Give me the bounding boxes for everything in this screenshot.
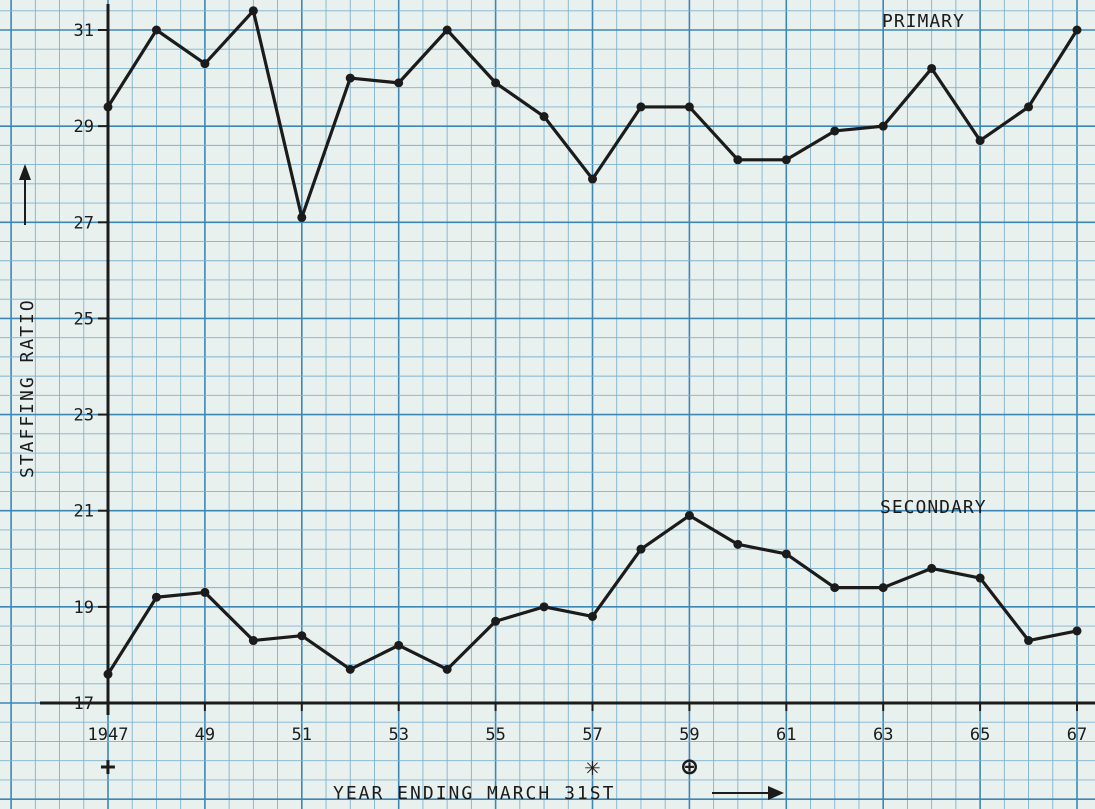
data-point-secondary <box>781 549 791 559</box>
data-point-primary <box>588 174 597 184</box>
data-point-secondary <box>297 631 307 641</box>
data-point-primary <box>684 102 694 112</box>
y-tick-label: 23 <box>74 406 94 426</box>
x-tick-label: 55 <box>485 725 505 745</box>
labels: PRIMARY SECONDARY YEAR ENDING MARCH 31ST… <box>17 11 987 804</box>
y-tick-label: 17 <box>74 694 94 714</box>
data-point-primary <box>927 63 937 73</box>
x-tick-label: 57 <box>582 725 602 745</box>
data-point-secondary <box>1024 636 1034 646</box>
data-point-primary <box>830 126 840 136</box>
x-tick-label: 63 <box>873 725 893 745</box>
data-point-secondary <box>151 592 161 602</box>
year-marker: ⊕ <box>682 752 698 782</box>
x-tick-label: 1947 <box>88 725 129 745</box>
data-point-primary <box>878 121 888 131</box>
y-tick-label: 21 <box>74 502 94 522</box>
y-tick-label: 27 <box>74 213 94 233</box>
data-point-primary <box>781 155 791 165</box>
data-point-secondary <box>636 544 646 554</box>
data-point-secondary <box>830 583 840 593</box>
series-primary <box>103 6 1082 222</box>
data-point-primary <box>733 155 743 165</box>
data-point-primary <box>248 6 258 16</box>
data-point-secondary <box>491 616 501 626</box>
data-point-primary <box>103 102 113 112</box>
axes <box>40 4 1095 715</box>
data-point-primary <box>636 102 646 112</box>
data-point-primary <box>200 59 210 69</box>
series-label-secondary: SECONDARY <box>880 497 987 518</box>
data-point-primary <box>151 25 161 35</box>
y-axis-arrow <box>19 164 31 225</box>
x-axis-title: YEAR ENDING MARCH 31ST <box>333 783 615 804</box>
data-point-primary <box>442 25 452 35</box>
data-point-secondary <box>1072 626 1082 636</box>
data-point-secondary <box>345 664 355 674</box>
data-point-primary <box>394 78 404 88</box>
data-point-primary <box>1072 25 1082 35</box>
data-point-secondary <box>248 636 258 646</box>
x-tick-label: 67 <box>1067 725 1087 745</box>
y-tick-label: 25 <box>74 309 94 329</box>
x-tick-label: 61 <box>776 725 796 745</box>
data-point-secondary <box>394 640 404 650</box>
data-point-secondary <box>588 611 597 621</box>
tick-labels: 1947 49 51 53 55 57 59 61 63 65 67 17 19 21 23 25 27 29 31 <box>74 21 1088 745</box>
data-point-primary <box>539 112 549 122</box>
y-tick-label: 19 <box>74 598 94 618</box>
series <box>103 6 1082 679</box>
data-point-secondary <box>975 573 985 583</box>
y-tick-label: 29 <box>74 117 94 137</box>
x-tick-label: 51 <box>292 725 312 745</box>
data-point-secondary <box>539 602 549 612</box>
year-markers: + ✳ ⊕ <box>100 752 697 782</box>
y-axis-title: STAFFING RATIO <box>17 298 38 478</box>
data-point-primary <box>975 136 985 146</box>
series-label-primary: PRIMARY <box>882 11 965 32</box>
data-point-primary <box>491 78 501 88</box>
x-tick-label: 53 <box>388 725 408 745</box>
data-point-secondary <box>684 511 694 521</box>
series-secondary <box>103 511 1082 679</box>
year-marker: + <box>100 752 116 782</box>
data-point-secondary <box>878 583 888 593</box>
y-tick-label: 31 <box>74 21 94 41</box>
data-point-secondary <box>442 664 452 674</box>
x-tick-label: 59 <box>679 725 699 745</box>
x-axis-arrow <box>712 786 784 800</box>
data-point-secondary <box>200 587 210 597</box>
data-point-secondary <box>733 539 743 549</box>
data-point-primary <box>297 212 307 222</box>
year-marker: ✳ <box>585 752 601 782</box>
data-point-primary <box>1024 102 1034 112</box>
data-point-secondary <box>927 563 937 573</box>
x-tick-label: 65 <box>970 725 990 745</box>
data-point-primary <box>345 73 355 83</box>
data-point-secondary <box>103 669 113 679</box>
x-tick-label: 49 <box>195 725 215 745</box>
